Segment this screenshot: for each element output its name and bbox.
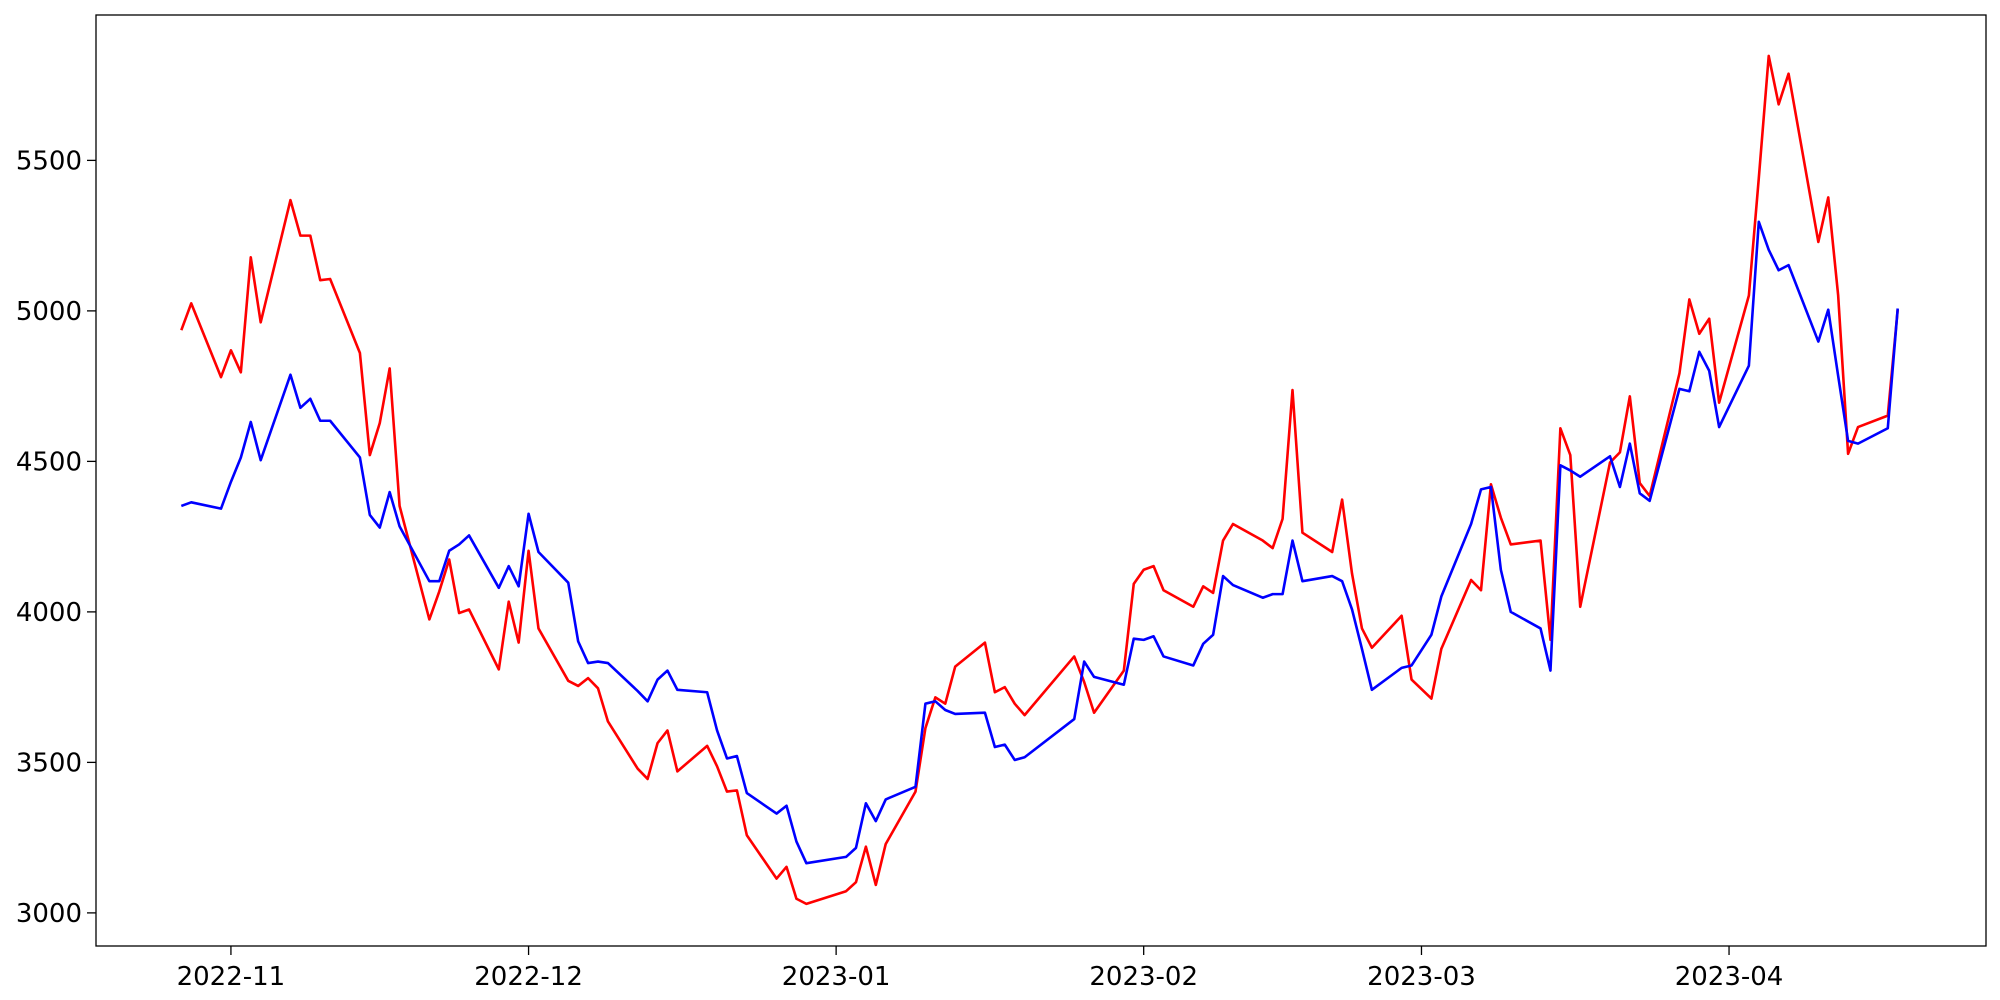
x-tick-label: 2023-03 [1367, 962, 1476, 992]
x-tick-label: 2023-02 [1089, 962, 1198, 992]
y-tick-label: 4500 [16, 447, 82, 477]
y-tick-label: 3500 [16, 748, 82, 778]
x-tick-label: 2022-11 [177, 962, 286, 992]
plot-frame [95, 14, 1987, 947]
y-tick-label: 3000 [16, 899, 82, 929]
y-tick-label: 5000 [16, 297, 82, 327]
data-line [180, 220, 1899, 865]
x-tick-label: 2023-04 [1675, 962, 1784, 992]
y-tick-label: 4000 [16, 598, 82, 628]
x-tick-label: 2022-12 [474, 962, 583, 992]
x-tick-label: 2023-01 [782, 962, 891, 992]
data-line [180, 54, 1899, 906]
y-tick-label: 5500 [16, 146, 82, 176]
